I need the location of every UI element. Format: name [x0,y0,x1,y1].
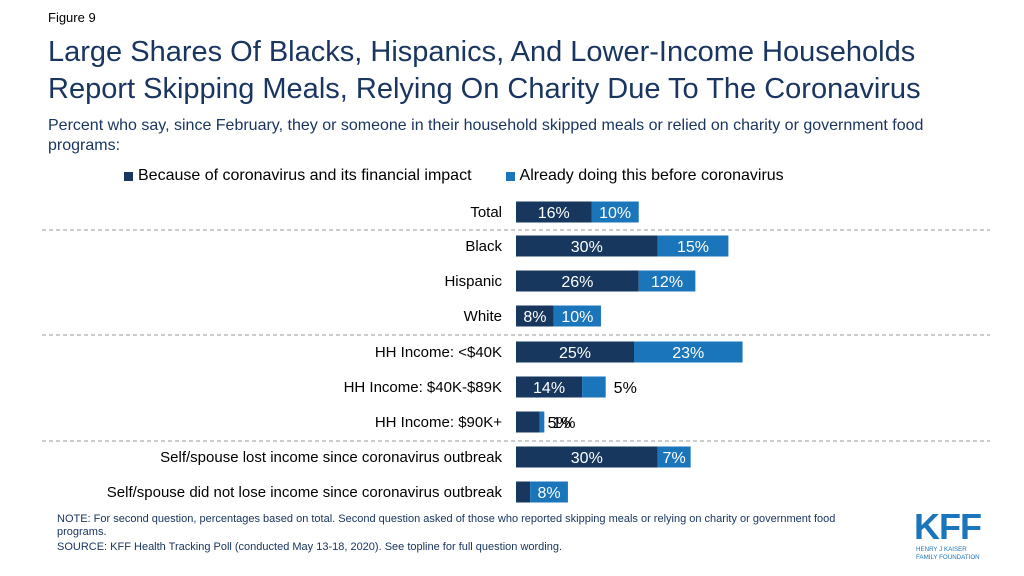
category-label: HH Income: $90K+ [375,414,502,431]
legend-item-before: Already doing this before coronavirus [505,167,784,185]
data-label: 8% [523,309,546,326]
legend-label-coronavirus: Because of coronavirus and its financial… [138,167,472,184]
chart-legend: Because of coronavirus and its financial… [124,167,784,185]
data-label: 10% [561,309,593,326]
data-label: 23% [672,345,704,362]
title-line-2: Report Skipping Meals, Relying On Charit… [48,73,921,105]
data-label: 26% [561,274,593,291]
data-label: 12% [651,274,683,291]
data-label: 5% [548,415,571,432]
category-label: Hispanic [444,273,502,290]
category-label: Self/spouse did not lose income since co… [107,484,503,501]
category-label: HH Income: <$40K [375,344,502,361]
data-label: 8% [537,485,560,502]
bar-segment [516,201,592,223]
data-label: 15% [677,239,709,256]
data-label: 5% [614,380,637,397]
bar-segment [516,411,540,433]
bar-segment [638,270,696,292]
bar-segment [516,481,531,503]
bar-segment [516,446,658,468]
data-label: 30% [571,239,603,256]
bar-segment [516,305,554,327]
bar-segment [516,341,634,363]
bar-segment [657,235,729,257]
data-label: 7% [663,450,686,467]
category-label: Black [465,238,502,255]
data-label: 30% [571,450,603,467]
bar-segment [553,305,601,327]
category-label: Total [470,204,502,221]
bar-segment [516,235,658,257]
legend-swatch-dark [124,171,133,181]
data-label: 10% [599,205,631,222]
bar-segment [591,201,639,223]
bar-segment [530,481,568,503]
source-text: SOURCE: KFF Health Tracking Poll (conduc… [57,541,563,553]
category-label: HH Income: $40K-$89K [344,379,502,396]
logo-line-1: HENRY J KAISER [916,546,967,553]
logo-line-2: FAMILY FOUNDATION [916,554,980,561]
chart-subtitle: Percent who say, since February, they or… [48,117,924,154]
title-line-1: Large Shares Of Blacks, Hispanics, And L… [48,36,916,68]
figure-label: Figure 9 [48,10,96,25]
bar-segment [657,446,691,468]
logo-wordmark: KFF [914,509,981,547]
legend-label-before: Already doing this before coronavirus [519,167,784,184]
chart-title: Large Shares Of Blacks, Hispanics, And L… [48,34,1018,108]
data-label: 25% [559,345,591,362]
data-label: 1% [552,415,575,432]
bar-segment [516,376,583,398]
legend-item-coronavirus: Because of coronavirus and its financial… [124,167,472,185]
bar-segment [582,376,606,398]
bar-segment [539,411,545,433]
bar-segment [634,341,743,363]
chart-notes: NOTE: For second question, percentages b… [57,513,877,556]
data-label: 16% [538,205,570,222]
category-label: White [464,308,502,325]
kff-logo: KFF HENRY J KAISER FAMILY FOUNDATION [914,509,982,561]
note-text: NOTE: For second question, percentages b… [57,513,836,538]
bar-segment [516,270,639,292]
category-label: Self/spouse lost income since coronaviru… [160,449,502,466]
legend-swatch-light [505,171,515,181]
data-label: 14% [533,380,565,397]
